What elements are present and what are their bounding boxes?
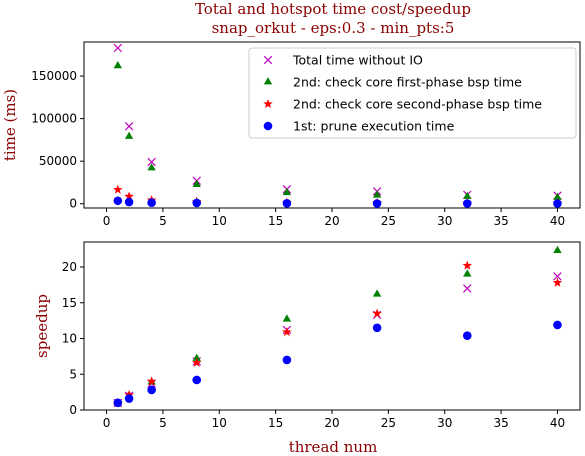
- legend: Total time without IO 2nd: check core fir…: [248, 47, 577, 139]
- y-tick-label: 15: [62, 296, 77, 310]
- x-tick-label: 30: [437, 416, 452, 430]
- series-circle: [113, 320, 562, 408]
- x-tick-label: 0: [103, 214, 111, 228]
- data-point: [113, 61, 122, 69]
- data-point: [553, 320, 562, 330]
- data-point: [146, 376, 157, 386]
- legend-marker: [263, 121, 273, 131]
- series-triangle: [113, 61, 562, 200]
- y-tick-label: 10: [62, 332, 77, 346]
- legend-entry: 2nd: check core second-phase bsp time: [293, 97, 542, 112]
- legend-marker: [263, 99, 273, 109]
- y-tick-label: 100000: [31, 112, 77, 126]
- data-point: [553, 272, 562, 281]
- data-point: [462, 331, 472, 340]
- data-point: [463, 269, 472, 277]
- x-tick-label: 20: [324, 214, 339, 228]
- chart-subtitle: snap_orkut - eps:0.3 - min_pts:5: [212, 19, 455, 37]
- data-point: [282, 355, 292, 365]
- data-point: [147, 163, 156, 171]
- data-point: [463, 284, 472, 293]
- x-tick-label: 15: [268, 214, 283, 228]
- data-point: [147, 385, 156, 395]
- data-point: [372, 190, 382, 198]
- data-point: [372, 323, 382, 333]
- speedup-axis-label: speedup: [33, 294, 51, 358]
- data-point: [113, 184, 123, 194]
- x-tick-label: 10: [212, 416, 227, 430]
- legend-entry: 1st: prune execution time: [293, 119, 455, 134]
- data-point: [553, 245, 562, 253]
- x-tick-label: 25: [381, 214, 396, 228]
- data-point: [372, 289, 382, 297]
- series-triangle: [113, 245, 562, 406]
- data-point: [147, 198, 156, 208]
- data-point: [192, 353, 201, 361]
- x-tick-label: 35: [493, 416, 508, 430]
- series-x: [113, 272, 562, 408]
- data-point: [113, 398, 123, 408]
- time-panel: 0 5 10 15 20 25 30 35 40 0 50000 100000 150000: [31, 41, 581, 228]
- data-point: [553, 192, 562, 200]
- x-tick-label: 5: [159, 416, 167, 430]
- x-tick-label: 15: [268, 416, 283, 430]
- data-point: [282, 327, 292, 337]
- data-point: [124, 191, 134, 201]
- legend-entry: Total time without IO: [292, 53, 423, 68]
- data-point: [372, 308, 382, 318]
- y-tick-label: 50000: [39, 154, 77, 168]
- x-tick-label: 30: [437, 214, 452, 228]
- data-point: [282, 314, 292, 322]
- x-tick-label: 40: [550, 214, 565, 228]
- speedup-panel: 0 5 10 15 20 25 30 35 40 0 5 10 15 20: [62, 241, 581, 430]
- data-point: [113, 43, 123, 53]
- data-point: [372, 199, 382, 208]
- x-tick-label: 35: [493, 214, 508, 228]
- data-point: [147, 157, 156, 167]
- series-circle: [113, 196, 562, 208]
- data-point: [124, 394, 134, 403]
- data-point: [552, 277, 563, 287]
- x-tick-label: 20: [324, 416, 339, 430]
- data-point: [462, 260, 473, 270]
- thread-axis-label: thread num: [289, 438, 378, 456]
- x-tick-label: 10: [212, 214, 227, 228]
- data-point: [463, 191, 472, 199]
- data-point: [113, 196, 123, 206]
- data-point: [192, 198, 202, 208]
- y-tick-label: 0: [69, 403, 77, 417]
- x-tick-label: 40: [550, 416, 565, 430]
- y-tick-label: 150000: [31, 69, 77, 83]
- x-tick-label: 25: [381, 416, 396, 430]
- data-point: [124, 131, 134, 139]
- data-point: [191, 357, 202, 367]
- y-tick-label: 20: [62, 260, 77, 274]
- legend-entry: 2nd: check core first-phase bsp time: [293, 75, 522, 90]
- y-tick-label: 5: [69, 367, 77, 381]
- series-star: [113, 260, 563, 407]
- data-point: [124, 197, 134, 207]
- chart-title: Total and hotspot time cost/speedup: [195, 0, 471, 18]
- data-point: [553, 199, 562, 208]
- data-point: [282, 199, 292, 208]
- time-axis-label: time (ms): [1, 89, 19, 161]
- series-star: [113, 184, 563, 208]
- data-point: [192, 375, 202, 385]
- x-tick-label: 5: [159, 214, 167, 228]
- data-point: [282, 187, 292, 196]
- x-tick-label: 0: [103, 416, 111, 430]
- legend-box: [248, 47, 577, 139]
- y-tick-label: 0: [69, 197, 77, 211]
- data-point: [462, 199, 472, 208]
- data-point: [124, 122, 134, 131]
- plot-frame: [83, 241, 581, 411]
- data-point: [192, 179, 201, 187]
- legend-marker: [263, 55, 273, 65]
- legend-marker: [263, 77, 273, 85]
